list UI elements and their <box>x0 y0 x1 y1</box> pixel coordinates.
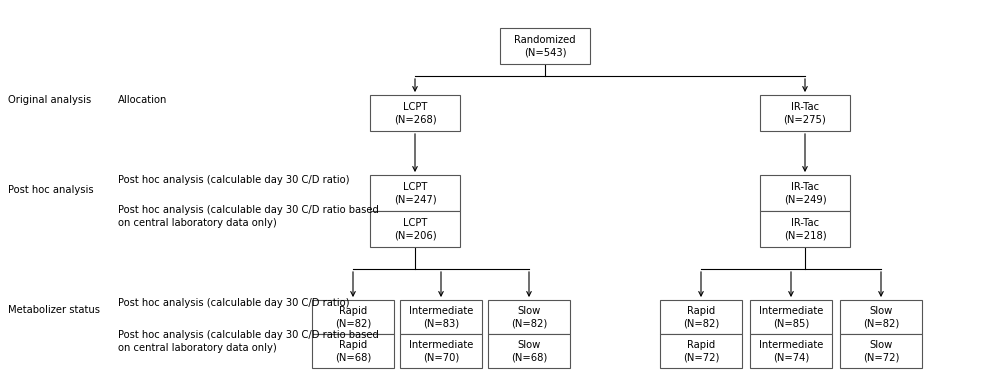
Bar <box>370 211 460 247</box>
Bar <box>750 334 832 368</box>
Bar <box>660 334 742 368</box>
Text: Post hoc analysis (calculable day 30 C/D ratio): Post hoc analysis (calculable day 30 C/D… <box>118 175 350 185</box>
Text: Randomized
(N=543): Randomized (N=543) <box>514 35 576 57</box>
Text: Post hoc analysis (calculable day 30 C/D ratio): Post hoc analysis (calculable day 30 C/D… <box>118 298 350 308</box>
Bar <box>840 300 922 334</box>
Bar <box>760 175 850 211</box>
Bar <box>312 300 394 334</box>
Text: Rapid
(N=68): Rapid (N=68) <box>335 339 371 363</box>
Text: LCPT
(N=247): LCPT (N=247) <box>394 181 436 204</box>
Text: Slow
(N=68): Slow (N=68) <box>511 339 547 363</box>
Text: Metabolizer status: Metabolizer status <box>8 305 100 315</box>
Text: Rapid
(N=82): Rapid (N=82) <box>683 305 719 328</box>
Bar <box>370 95 460 131</box>
Text: Original analysis: Original analysis <box>8 95 91 105</box>
Bar <box>400 334 482 368</box>
Text: Post hoc analysis (calculable day 30 C/D ratio based
on central laboratory data : Post hoc analysis (calculable day 30 C/D… <box>118 205 379 228</box>
Text: Post hoc analysis: Post hoc analysis <box>8 185 94 195</box>
Bar <box>400 300 482 334</box>
Text: LCPT
(N=206): LCPT (N=206) <box>394 218 436 240</box>
Text: Slow
(N=72): Slow (N=72) <box>863 339 899 363</box>
Text: Allocation: Allocation <box>118 95 167 105</box>
Bar <box>312 334 394 368</box>
Text: Intermediate
(N=70): Intermediate (N=70) <box>409 339 473 363</box>
Bar <box>488 300 570 334</box>
Bar <box>760 211 850 247</box>
Text: Intermediate
(N=83): Intermediate (N=83) <box>409 305 473 328</box>
Bar <box>370 175 460 211</box>
Text: LCPT
(N=268): LCPT (N=268) <box>394 102 436 124</box>
Text: Post hoc analysis (calculable day 30 C/D ratio based
on central laboratory data : Post hoc analysis (calculable day 30 C/D… <box>118 330 379 353</box>
Text: Rapid
(N=82): Rapid (N=82) <box>335 305 371 328</box>
Bar <box>488 334 570 368</box>
Bar <box>760 95 850 131</box>
Bar <box>660 300 742 334</box>
Text: IR-Tac
(N=218): IR-Tac (N=218) <box>784 218 826 240</box>
Bar <box>500 28 590 64</box>
Text: Intermediate
(N=85): Intermediate (N=85) <box>759 305 823 328</box>
Bar <box>840 334 922 368</box>
Text: Rapid
(N=72): Rapid (N=72) <box>683 339 719 363</box>
Text: IR-Tac
(N=249): IR-Tac (N=249) <box>784 181 826 204</box>
Text: Slow
(N=82): Slow (N=82) <box>511 305 547 328</box>
Text: IR-Tac
(N=275): IR-Tac (N=275) <box>784 102 826 124</box>
Bar <box>750 300 832 334</box>
Text: Intermediate
(N=74): Intermediate (N=74) <box>759 339 823 363</box>
Text: Slow
(N=82): Slow (N=82) <box>863 305 899 328</box>
